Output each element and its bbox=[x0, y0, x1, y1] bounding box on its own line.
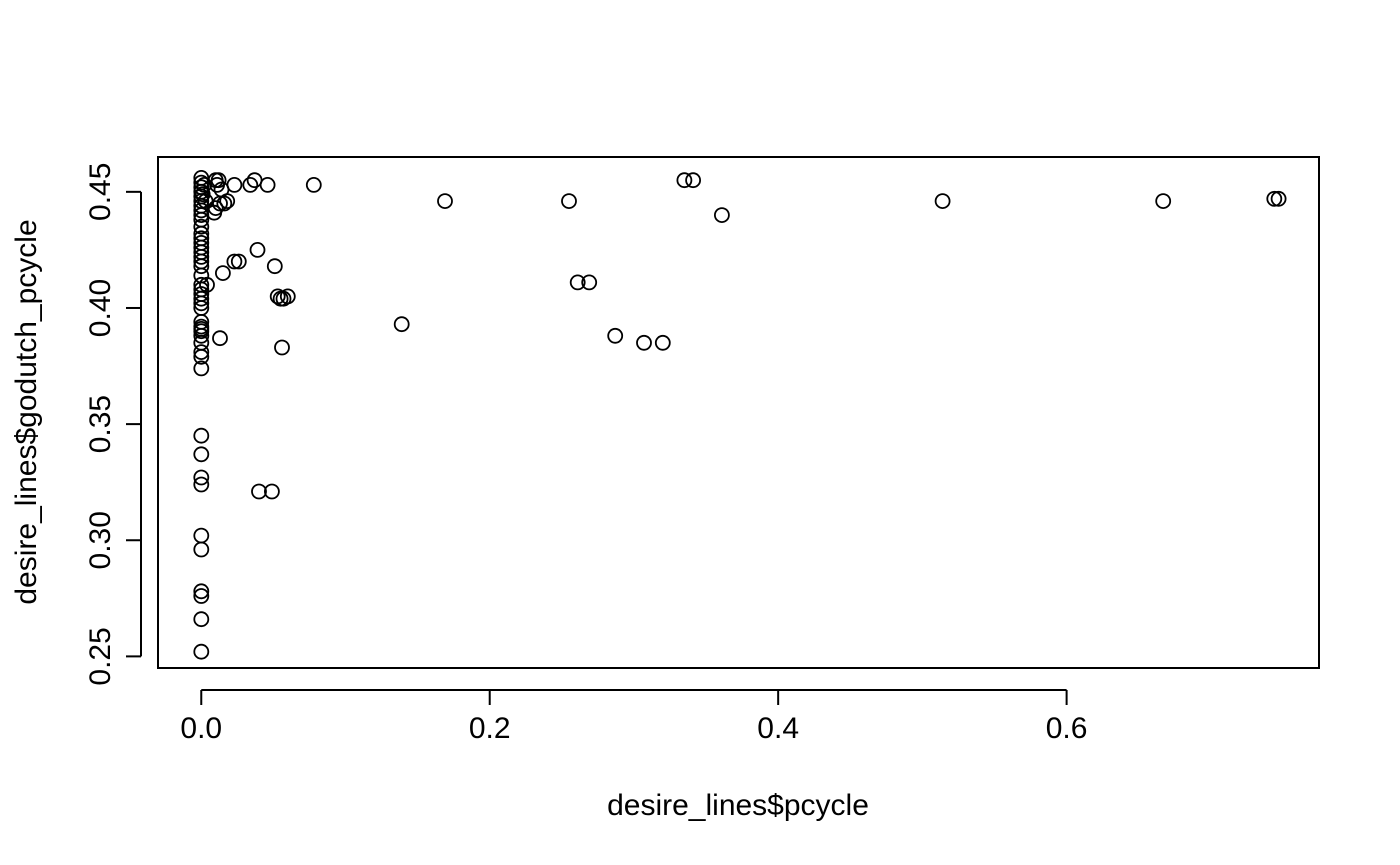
data-point bbox=[193, 360, 210, 377]
data-point bbox=[193, 179, 210, 196]
x-tick-label: 0.0 bbox=[180, 712, 222, 745]
data-point bbox=[193, 588, 210, 604]
data-point bbox=[263, 483, 280, 500]
y-tick-label: 0.25 bbox=[84, 627, 117, 685]
data-point bbox=[714, 207, 730, 224]
data-point bbox=[569, 274, 586, 291]
data-point bbox=[581, 274, 598, 291]
data-point bbox=[607, 327, 624, 344]
data-point bbox=[393, 316, 410, 333]
data-point bbox=[226, 253, 243, 270]
y-axis: 0.25 0.30 0.35 0.40 0.45 bbox=[84, 163, 142, 686]
x-axis-label: desire_lines$pcycle bbox=[607, 789, 869, 822]
data-point bbox=[934, 193, 951, 210]
data-point bbox=[193, 541, 210, 558]
y-tick-label: 0.30 bbox=[84, 511, 117, 569]
data-point bbox=[193, 286, 210, 302]
plot-frame bbox=[157, 156, 1320, 669]
data-point bbox=[249, 241, 266, 258]
data-point bbox=[279, 288, 296, 305]
y-tick-label: 0.40 bbox=[84, 279, 117, 337]
data-point bbox=[212, 330, 228, 347]
data-point bbox=[1155, 193, 1172, 210]
data-point bbox=[193, 527, 210, 544]
data-point bbox=[216, 195, 233, 212]
data-point bbox=[274, 339, 290, 356]
data-point bbox=[193, 218, 210, 235]
data-point bbox=[210, 172, 227, 189]
data-point bbox=[561, 193, 577, 210]
data-point bbox=[193, 230, 210, 247]
y-tick-label: 0.45 bbox=[84, 163, 117, 221]
data-point bbox=[251, 483, 267, 500]
x-axis: 0.0 0.2 0.4 0.6 bbox=[180, 689, 1088, 745]
data-point bbox=[266, 258, 283, 275]
data-point bbox=[199, 276, 215, 293]
data-point bbox=[193, 583, 210, 600]
data-point bbox=[259, 176, 276, 193]
data-point bbox=[194, 186, 211, 203]
data-point bbox=[676, 172, 693, 189]
data-point bbox=[1266, 190, 1283, 207]
data-point bbox=[193, 643, 210, 660]
data-point bbox=[437, 193, 453, 210]
data-point bbox=[226, 176, 243, 193]
x-tick-label: 0.4 bbox=[757, 712, 799, 745]
data-point bbox=[242, 176, 259, 193]
x-tick-label: 0.2 bbox=[469, 712, 511, 745]
data-point bbox=[193, 611, 210, 628]
y-axis-label: desire_lines$godutch_pcycle bbox=[10, 219, 43, 604]
data-point bbox=[636, 334, 652, 351]
data-points bbox=[193, 169, 1287, 660]
data-point bbox=[305, 176, 322, 193]
data-point bbox=[219, 193, 236, 210]
y-tick-label: 0.35 bbox=[84, 395, 117, 453]
x-tick-label: 0.6 bbox=[1046, 712, 1088, 745]
data-point bbox=[214, 265, 231, 282]
data-point bbox=[193, 446, 210, 463]
data-point bbox=[685, 172, 701, 189]
data-point bbox=[193, 344, 210, 361]
data-point bbox=[193, 469, 210, 486]
data-point bbox=[654, 334, 671, 351]
data-point bbox=[207, 200, 224, 217]
data-point bbox=[193, 234, 210, 251]
data-point bbox=[193, 276, 210, 293]
data-point bbox=[193, 476, 210, 493]
data-point bbox=[193, 427, 210, 444]
data-point bbox=[1270, 190, 1287, 207]
data-point bbox=[193, 318, 210, 335]
data-point bbox=[230, 253, 247, 270]
